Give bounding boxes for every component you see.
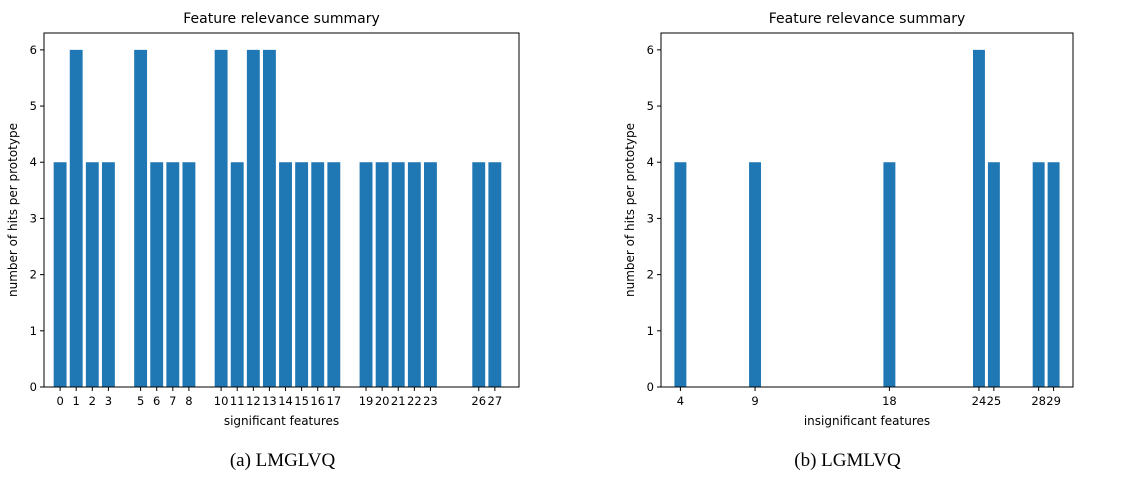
y-tick-label-3: 3 <box>30 211 37 225</box>
bar-19 <box>359 162 373 387</box>
x-tick-label-12: 12 <box>246 394 261 408</box>
x-tick-label-25: 25 <box>987 394 1002 408</box>
bar-8 <box>182 162 196 387</box>
y-tick-label-3: 3 <box>647 211 654 225</box>
figure-a: 0 1 2 3 4 5 6 0 1 2 3 5 6 7 8 10 11 12 13 14 15 16 17 19 20 21 22 2… <box>6 11 520 471</box>
bar-25 <box>987 162 1000 387</box>
bar-13 <box>262 49 276 387</box>
y-tick-label-5: 5 <box>30 99 37 113</box>
bar-26 <box>472 162 486 387</box>
caption-a: (a) LMGLVQ <box>229 450 336 471</box>
y-tick-label-2: 2 <box>30 268 37 282</box>
bar-4 <box>674 162 687 387</box>
bar-18 <box>883 162 896 387</box>
bar-0 <box>53 162 67 387</box>
bar-11 <box>230 162 244 387</box>
y-tick-label-0: 0 <box>30 380 37 394</box>
x-tick-label-3: 3 <box>105 394 112 408</box>
x-tick-label-10: 10 <box>214 394 229 408</box>
x-tick-label-23: 23 <box>423 394 438 408</box>
bar-23 <box>424 162 437 387</box>
chart-title: Feature relevance summary <box>769 11 965 27</box>
x-tick-label-15: 15 <box>294 394 309 408</box>
x-tick-label-24: 24 <box>972 394 987 408</box>
figure-b: 0 1 2 3 4 5 6 4 9 18 24 25 28 29 Feature relevance sum… <box>565 0 1130 477</box>
x-tick-label-19: 19 <box>359 394 374 408</box>
axes-frame <box>43 32 520 388</box>
x-tick-label-6: 6 <box>153 394 160 408</box>
x-tick-label-14: 14 <box>278 394 293 408</box>
bar-5 <box>134 49 148 387</box>
bar-9 <box>749 162 762 387</box>
bar-12 <box>246 49 260 387</box>
y-tick-label-2: 2 <box>647 268 654 282</box>
y-tick-label-5: 5 <box>647 99 654 113</box>
y-tick-label-4: 4 <box>30 155 37 169</box>
chart-lgmlvq: 0 1 2 3 4 5 6 4 9 18 24 25 28 29 Feature relevance sum… <box>623 11 1074 428</box>
x-axis-label: significant features <box>224 414 339 428</box>
bar-22 <box>407 162 421 387</box>
x-tick-label-8: 8 <box>185 394 192 408</box>
x-tick-label-20: 20 <box>375 394 390 408</box>
bar-27 <box>488 162 502 387</box>
x-tick-label-2: 2 <box>89 394 96 408</box>
y-axis-label: number of hits per prototype <box>6 123 20 297</box>
y-tick-label-0: 0 <box>647 380 654 394</box>
x-axis-label: insignificant features <box>804 414 930 428</box>
bar-10 <box>214 49 228 387</box>
axes-frame <box>660 32 1074 388</box>
x-tick-label-26: 26 <box>471 394 486 408</box>
x-tick-label-11: 11 <box>230 394 245 408</box>
y-tick-label-1: 1 <box>647 324 654 338</box>
x-tick-label-18: 18 <box>882 394 897 408</box>
bar-20 <box>375 162 389 387</box>
y-tick-label-6: 6 <box>647 43 654 57</box>
x-tick-label-27: 27 <box>488 394 503 408</box>
x-tick-label-16: 16 <box>310 394 325 408</box>
bar-1 <box>69 49 83 387</box>
chart-title: Feature relevance summary <box>183 11 379 27</box>
x-tick-label-5: 5 <box>137 394 144 408</box>
x-tick-label-29: 29 <box>1046 394 1061 408</box>
x-tick-label-17: 17 <box>327 394 342 408</box>
bar-15 <box>295 162 309 387</box>
x-tick-label-1: 1 <box>73 394 80 408</box>
x-tick-label-7: 7 <box>169 394 176 408</box>
bar-3 <box>101 162 115 387</box>
y-axis-label: number of hits per prototype <box>623 123 637 297</box>
bar-17 <box>327 162 341 387</box>
bar-24 <box>972 49 985 387</box>
bar-6 <box>150 162 164 387</box>
x-tick-label-13: 13 <box>262 394 277 408</box>
x-tick-label-0: 0 <box>56 394 63 408</box>
bar-28 <box>1032 162 1045 387</box>
x-tick-label-4: 4 <box>677 394 684 408</box>
bar-2 <box>85 162 99 387</box>
y-tick-label-4: 4 <box>647 155 654 169</box>
x-tick-label-21: 21 <box>391 394 406 408</box>
x-tick-label-22: 22 <box>407 394 422 408</box>
y-tick-label-1: 1 <box>30 324 37 338</box>
x-tick-label-28: 28 <box>1031 394 1046 408</box>
bar-21 <box>391 162 405 387</box>
y-tick-label-6: 6 <box>30 43 37 57</box>
bar-7 <box>166 162 180 387</box>
bar-29 <box>1047 162 1060 387</box>
bar-16 <box>311 162 325 387</box>
bar-14 <box>279 162 292 387</box>
x-tick-label-9: 9 <box>751 394 758 408</box>
caption-b: (b) LGMLVQ <box>794 450 901 471</box>
